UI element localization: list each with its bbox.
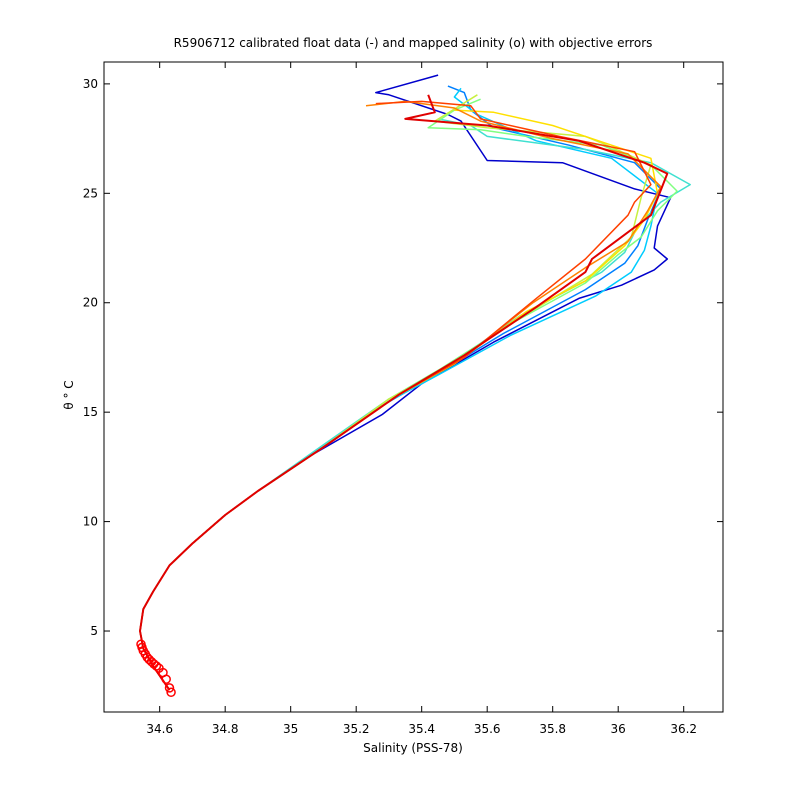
chart-title: R5906712 calibrated float data (-) and m… [174,36,653,50]
x-tick-label: 35 [283,722,298,736]
y-axis: 5 10 15 20 25 30 [83,77,723,638]
x-tick-label: 36.2 [670,722,697,736]
x-axis: 34.6 34.8 35 35.2 35.4 35.6 35.8 36 36.2 [146,62,697,736]
x-tick-label: 36 [611,722,626,736]
x-tick-label: 34.6 [146,722,173,736]
mapped-salinity-point [164,683,175,693]
x-tick-label: 35.4 [408,722,435,736]
plot-frame [103,61,724,713]
y-tick-label: 20 [83,296,98,310]
series-line-10 [139,94,669,691]
data-series-group [139,74,691,691]
mapped-salinity-point [161,674,171,684]
y-tick-label: 15 [83,405,98,419]
x-axis-title: Salinity (PSS-78) [363,741,463,755]
y-tick-label: 30 [83,77,98,91]
mapped-salinity-point [151,661,162,671]
x-tick-label: 34.8 [212,722,239,736]
mapped-salinity-markers [136,639,176,698]
x-tick-label: 35.8 [539,722,566,736]
y-tick-label: 5 [90,624,98,638]
y-tick-label: 25 [83,186,98,200]
x-tick-label: 35.6 [474,722,501,736]
y-axis-title: θ ° C [62,380,76,409]
mapped-salinity-point [166,687,176,698]
y-tick-label: 10 [83,515,98,529]
x-tick-label: 35.2 [343,722,370,736]
